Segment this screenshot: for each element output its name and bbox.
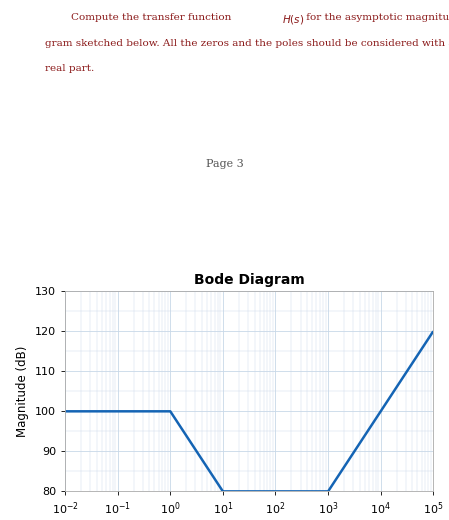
Title: Bode Diagram: Bode Diagram [194, 273, 304, 287]
Text: gram sketched below. All the zeros and the poles should be considered with a neg: gram sketched below. All the zeros and t… [45, 38, 449, 48]
Text: Compute the transfer function: Compute the transfer function [45, 13, 234, 22]
Text: Page 3: Page 3 [206, 159, 243, 169]
Text: $H(s)$: $H(s)$ [282, 13, 304, 26]
Text: for the asymptotic magnitude Bode di-: for the asymptotic magnitude Bode di- [303, 13, 449, 22]
Y-axis label: Magnitude (dB): Magnitude (dB) [17, 346, 29, 437]
Text: real part.: real part. [45, 64, 94, 73]
